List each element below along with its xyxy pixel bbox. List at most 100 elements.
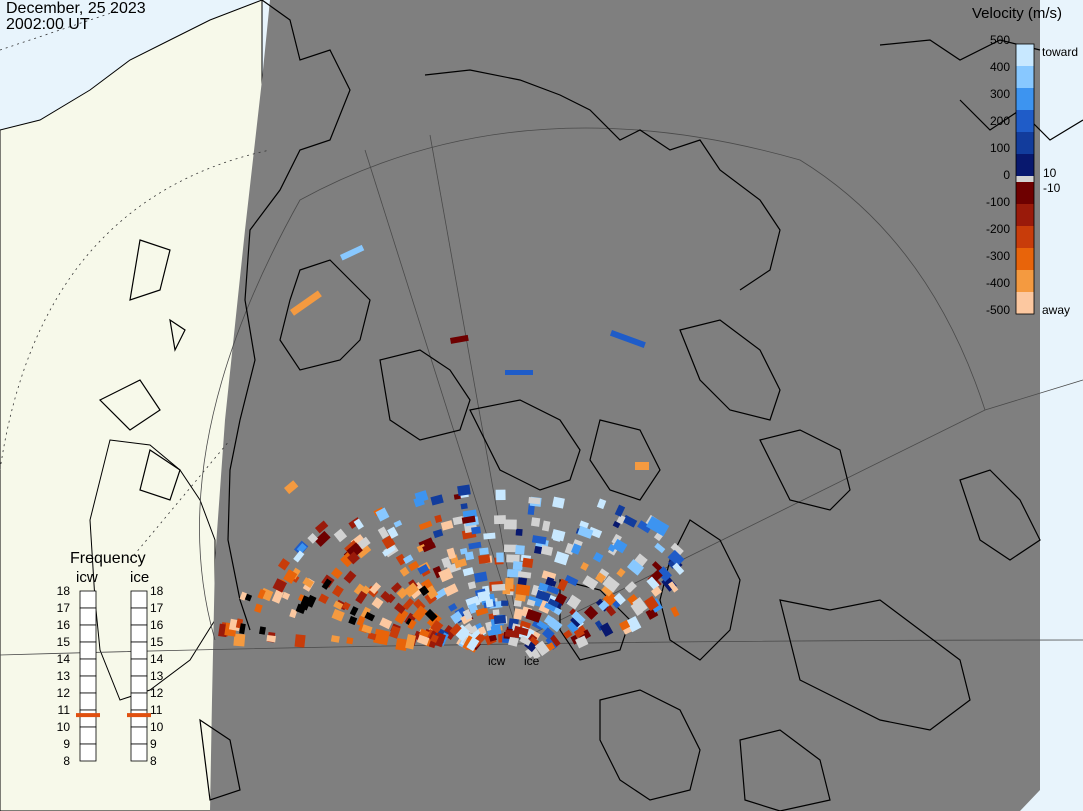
- frequency-cell: [130, 658, 148, 677]
- velocity-cell: [239, 591, 248, 601]
- velocity-cell: [522, 557, 534, 569]
- velocity-cell: [667, 549, 685, 567]
- frequency-tick-left: 12: [56, 686, 70, 700]
- velocity-cell: [281, 591, 291, 600]
- frequency-tick-left: 14: [56, 652, 70, 666]
- velocity-cell: [536, 620, 550, 632]
- velocity-cell: [554, 551, 570, 566]
- velocity-cell: [457, 484, 471, 497]
- velocity-cell: [651, 586, 662, 597]
- velocity-cell: [422, 542, 437, 553]
- velocity-cell: [381, 535, 396, 550]
- velocity-cell: [379, 617, 393, 630]
- velocity-cell: [424, 608, 438, 622]
- velocity-cell: [257, 588, 266, 600]
- velocity-cell: [527, 504, 535, 516]
- velocity-cell: [450, 334, 469, 344]
- velocity-cell: [577, 525, 594, 539]
- velocity-cell: [266, 634, 276, 643]
- colorbar-away-segment: [1016, 226, 1034, 248]
- velocity-cell: [330, 567, 343, 580]
- velocity-cell: [575, 635, 589, 649]
- velocity-cell: [549, 634, 561, 647]
- velocity-cell: [651, 561, 663, 573]
- velocity-cell: [377, 526, 390, 539]
- velocity-cell: [540, 545, 554, 556]
- frequency-tick-right: 8: [150, 754, 157, 768]
- frequency-tick-left: 18: [56, 584, 70, 598]
- velocity-cell: [448, 602, 458, 612]
- frequency-tick-right: 18: [150, 584, 164, 598]
- velocity-cell: [624, 583, 635, 593]
- velocity-cell: [595, 572, 607, 584]
- velocity-cells: [218, 244, 685, 660]
- velocity-cell: [364, 611, 376, 622]
- frequency-tick-right: 17: [150, 601, 164, 615]
- frequency-radar-label-ice: ice: [130, 569, 150, 586]
- velocity-cell: [501, 600, 509, 606]
- velocity-cell: [557, 578, 569, 592]
- frequency-indicator: [127, 713, 151, 718]
- velocity-cell: [355, 542, 372, 559]
- frequency-tick-left: 17: [56, 601, 70, 615]
- velocity-cell: [515, 545, 525, 555]
- velocity-cell: [459, 547, 468, 555]
- velocity-cell: [277, 558, 290, 571]
- velocity-cell: [438, 567, 454, 583]
- frequency-tick-left: 10: [56, 720, 70, 734]
- velocity-cell: [531, 535, 547, 545]
- frequency-tick-right: 10: [150, 720, 164, 734]
- velocity-cell: [466, 636, 480, 652]
- velocity-cell: [475, 607, 489, 617]
- velocity-cell: [503, 519, 517, 530]
- velocity-cell: [449, 623, 462, 636]
- velocity-cell: [443, 583, 459, 597]
- velocity-cell: [505, 578, 514, 590]
- velocity-cell: [460, 503, 468, 510]
- velocity-cell: [612, 520, 621, 529]
- velocity-cell: [418, 585, 430, 597]
- velocity-cell: [612, 538, 628, 554]
- velocity-cell: [535, 589, 551, 602]
- velocity-tick-label: 300: [989, 87, 1010, 101]
- velocity-cell: [542, 627, 555, 640]
- velocity-cell: [405, 617, 414, 626]
- velocity-cell: [478, 626, 487, 635]
- velocity-cell: [441, 556, 452, 568]
- velocity-cell: [512, 561, 523, 571]
- velocity-cell: [307, 532, 319, 544]
- velocity-cell: [571, 610, 586, 625]
- velocity-cell: [530, 517, 541, 527]
- frequency-cell: [79, 743, 97, 762]
- velocity-cell: [272, 578, 287, 593]
- velocity-cell: [626, 616, 642, 633]
- velocity-cell: [529, 636, 540, 646]
- frequency-cell: [130, 675, 148, 694]
- velocity-cell: [544, 602, 557, 612]
- velocity-cell: [321, 578, 332, 590]
- velocity-cell: [622, 514, 638, 528]
- velocity-cell: [670, 542, 684, 556]
- frequency-cell: [79, 624, 97, 643]
- velocity-cell: [462, 567, 474, 577]
- velocity-cell: [547, 598, 560, 608]
- velocity-cell: [668, 581, 679, 593]
- velocity-cell: [330, 635, 340, 643]
- velocity-cell: [293, 550, 305, 563]
- frequency-tick-right: 15: [150, 635, 164, 649]
- frequency-cell: [130, 726, 148, 745]
- velocity-cell: [479, 547, 489, 556]
- frequency-cell: [130, 624, 148, 643]
- velocity-cell: [517, 571, 532, 579]
- velocity-cell: [369, 582, 382, 595]
- velocity-cell: [346, 637, 354, 645]
- velocity-cell: [426, 612, 442, 629]
- velocity-cell: [616, 567, 626, 578]
- colorbar-away-segment: [1016, 248, 1034, 270]
- velocity-cell: [430, 619, 444, 634]
- velocity-cell: [333, 600, 344, 610]
- frequency-tick-left: 15: [56, 635, 70, 649]
- frequency-cell: [79, 709, 97, 728]
- velocity-cell: [367, 632, 377, 641]
